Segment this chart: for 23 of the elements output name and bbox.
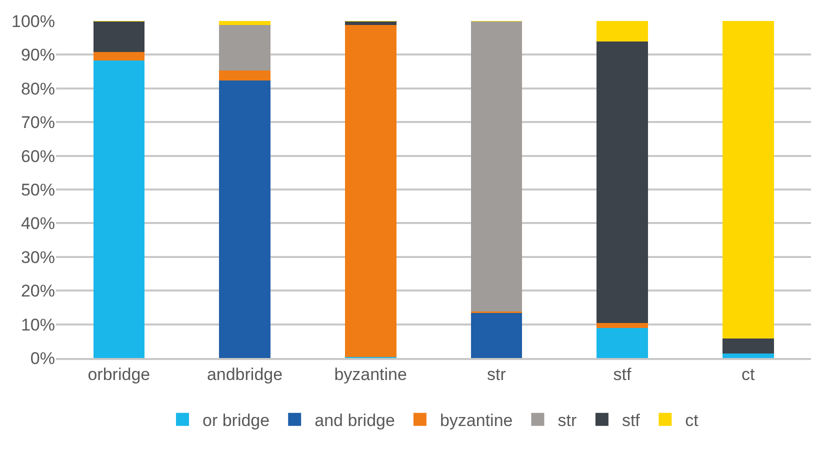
legend-label: or bridge [202,410,270,430]
y-tick-label: 70% [20,113,55,132]
x-tick-label: ct [741,365,755,384]
x-tick-label: andbridge [206,365,283,384]
y-tick-label: 10% [20,315,55,334]
legend-label: str [558,410,577,430]
y-tick-label: 80% [20,79,55,98]
legend-label: and bridge [314,410,395,430]
legend-label: stf [622,410,640,430]
y-tick-label: 0% [30,348,55,368]
y-tick-label: 50% [20,180,55,200]
legend-label: ct [685,410,699,430]
y-tick-label: 60% [20,146,55,166]
x-tick-label: byzantine [334,365,407,384]
x-tick-label: orbridge [88,365,150,384]
y-tick-label: 40% [20,214,55,234]
y-tick-label: 20% [20,282,55,301]
legend-label: byzantine [440,410,513,430]
y-tick-label: 90% [20,46,55,65]
x-tick-label: str [486,365,506,384]
y-tick-label: 30% [20,248,55,267]
y-tick-label: 100% [12,12,55,31]
x-tick-label: stf [613,365,632,384]
